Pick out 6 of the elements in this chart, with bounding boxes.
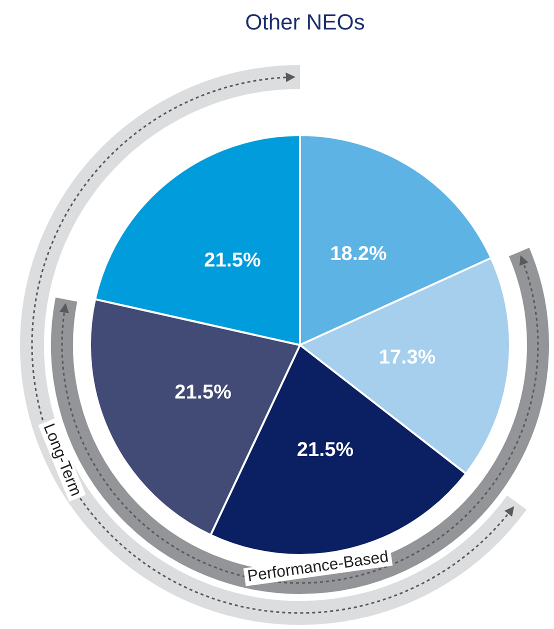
data-label: 21.5% [296, 439, 354, 462]
data-label: 21.5% [174, 382, 232, 404]
chart-title: Other NEOs [245, 10, 365, 34]
data-label: 18.2% [330, 243, 388, 266]
data-label: 17.3% [378, 346, 436, 369]
data-label: 21.5% [204, 250, 262, 272]
